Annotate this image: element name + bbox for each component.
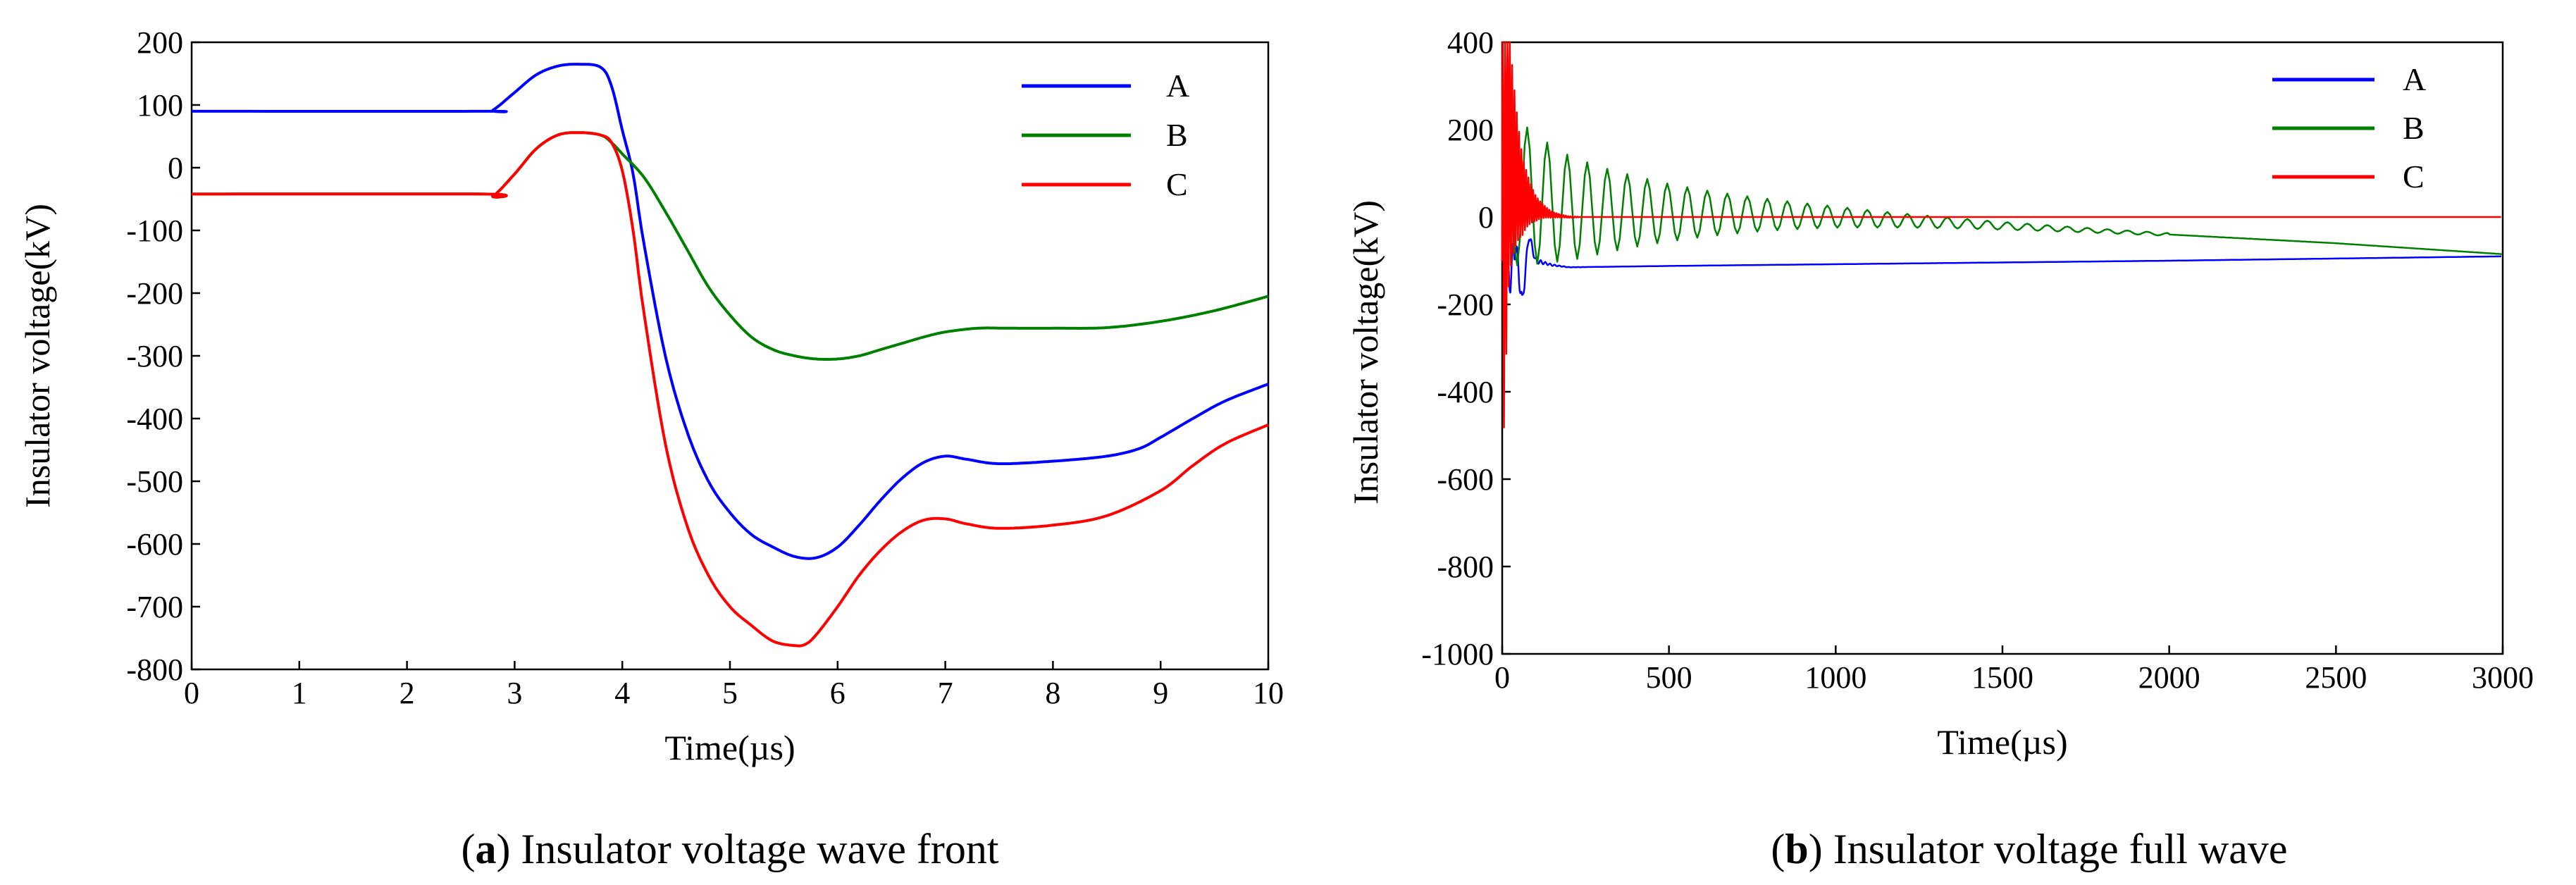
panel-a-legend: A B C <box>1022 68 1189 202</box>
x-tick-label: 3000 <box>2472 660 2534 695</box>
panel-b-xlabel: Time(µs) <box>1937 722 2067 762</box>
legend-b-label-B: B <box>2403 110 2425 146</box>
x-tick-label: 10 <box>1253 676 1284 710</box>
panel-a-caption: (a) Insulator voltage wave front <box>461 826 998 872</box>
series-line-A <box>1501 195 2502 296</box>
panel-a-series <box>192 63 1269 648</box>
x-tick-label: 2 <box>400 676 415 710</box>
legend-a-label-C: C <box>1166 166 1188 202</box>
series-line-B <box>1501 126 2502 266</box>
y-tick-label: -500 <box>126 464 183 499</box>
y-tick-label: -800 <box>126 652 183 687</box>
panel-a-caption-letter: a <box>475 826 496 872</box>
x-tick-label: 4 <box>614 676 630 710</box>
panel-b-caption: (b) Insulator voltage full wave <box>1771 826 2287 872</box>
x-tick-label: 1 <box>292 676 307 710</box>
y-tick-label: -100 <box>126 213 183 248</box>
x-tick-label: 0 <box>1494 660 1510 695</box>
panel-b-caption-text: Insulator voltage full wave <box>1823 826 2288 872</box>
y-tick-label: -300 <box>126 339 183 373</box>
y-tick-label: 200 <box>1447 113 1494 147</box>
panel-b-plot-area <box>1501 41 2504 655</box>
panel-a: 0 1 2 3 4 5 6 7 8 9 10 200 100 0 -100 -200 -300 -400 -500… <box>18 25 1284 872</box>
x-tick-label: 2500 <box>2305 660 2367 695</box>
panel-b-series <box>1501 41 2502 429</box>
panel-a-yticks: 200 100 0 -100 -200 -300 -400 -500 -600 -700 -800 <box>126 25 200 687</box>
y-tick-label: -800 <box>1437 550 1494 584</box>
x-tick-label: 9 <box>1153 676 1168 710</box>
panel-b-caption-letter: b <box>1785 826 1808 872</box>
y-tick-label: 0 <box>168 151 183 185</box>
legend-b-label-C: C <box>2403 159 2425 194</box>
x-tick-label: 0 <box>184 676 199 710</box>
x-tick-label: 1500 <box>1971 660 2033 695</box>
y-tick-label: -400 <box>126 402 183 436</box>
panel-b-yticks: 400 200 0 -200 -400 -600 -800 -1000 <box>1421 25 1511 672</box>
y-tick-label: -600 <box>126 527 183 562</box>
panel-b-ylabel: Insulator voltage(kV) <box>1346 200 1385 505</box>
legend-a-label-B: B <box>1166 117 1188 153</box>
panel-a-ylabel: Insulator voltage(kV) <box>18 204 57 508</box>
x-tick-label: 500 <box>1646 660 1692 695</box>
y-tick-label: -1000 <box>1421 637 1494 672</box>
x-tick-label: 8 <box>1045 676 1060 710</box>
y-tick-label: -400 <box>1437 375 1494 409</box>
panel-a-xticks: 0 1 2 3 4 5 6 7 8 9 10 <box>184 661 1284 710</box>
x-tick-label: 6 <box>830 676 846 710</box>
y-tick-label: -200 <box>1437 287 1494 322</box>
panel-b: 0 500 1000 1500 2000 2500 3000 4002000-200-400… <box>1346 25 2534 872</box>
y-tick-label: 400 <box>1447 25 1494 60</box>
panel-b-xticks: 0 500 1000 1500 2000 2500 3000 <box>1494 645 2534 695</box>
panel-a-caption-text: Insulator voltage wave front <box>510 826 998 872</box>
y-tick-label: 200 <box>137 25 183 60</box>
y-tick-label: -200 <box>126 276 183 311</box>
series-line-A <box>192 63 1269 560</box>
x-tick-label: 5 <box>722 676 738 710</box>
x-tick-label: 2000 <box>2138 660 2200 695</box>
legend-a-label-A: A <box>1166 68 1189 104</box>
panel-a-xlabel: Time(µs) <box>664 728 795 767</box>
y-tick-label: 100 <box>137 88 183 123</box>
panel-b-legend: A B C <box>2272 61 2426 194</box>
y-tick-label: -700 <box>126 590 183 624</box>
x-tick-label: 1000 <box>1804 660 1866 695</box>
y-tick-label: 0 <box>1478 200 1494 235</box>
legend-b-label-A: A <box>2403 61 2426 97</box>
y-tick-label: -600 <box>1437 462 1494 497</box>
series-line-C <box>192 131 1269 648</box>
x-tick-label: 3 <box>507 676 522 710</box>
x-tick-label: 7 <box>938 676 953 710</box>
panel-a-plot-area <box>190 41 1270 671</box>
series-line-C <box>1501 41 2501 429</box>
